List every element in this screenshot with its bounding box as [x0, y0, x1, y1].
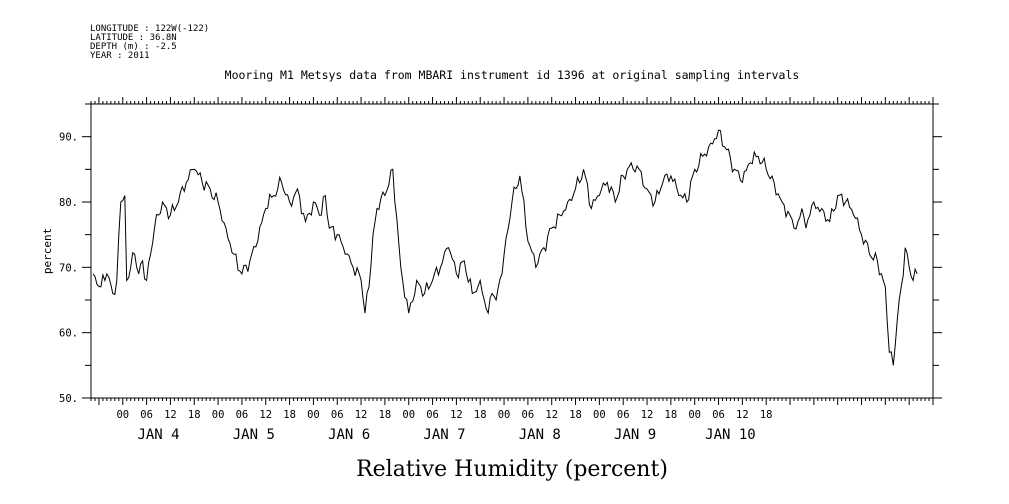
meta-year: YEAR : 2011 — [90, 51, 150, 61]
metadata-block: LONGITUDE : 122W(-122) LATITUDE : 36.8N … — [90, 24, 209, 61]
x-axis-label: Relative Humidity (percent) — [356, 457, 668, 482]
meta-depth: DEPTH (m) : -2.5 — [90, 42, 177, 52]
x-hour-label: 12 — [736, 409, 749, 421]
x-hour-label: 06 — [426, 409, 439, 421]
x-hour-label: 06 — [712, 409, 725, 421]
x-hour-label: 06 — [236, 409, 249, 421]
x-hour-label: 00 — [307, 409, 320, 421]
x-hour-label: 00 — [688, 409, 701, 421]
x-hour-label: 12 — [450, 409, 463, 421]
x-hour-label: 18 — [188, 409, 201, 421]
x-day-label: JAN 6 — [328, 427, 370, 443]
x-hour-label: 12 — [259, 409, 272, 421]
x-hour-label: 00 — [212, 409, 225, 421]
x-day-label: JAN 7 — [423, 427, 465, 443]
x-day-label: JAN 5 — [233, 427, 275, 443]
x-hour-label: 06 — [331, 409, 344, 421]
y-tick-label: 60. — [59, 328, 78, 340]
x-hour-label: 00 — [402, 409, 415, 421]
meta-latitude: LATITUDE : 36.8N — [90, 33, 177, 43]
x-hour-label: 00 — [498, 409, 511, 421]
y-tick-label: 80. — [59, 197, 78, 209]
plot-frame — [90, 103, 934, 399]
x-hour-label: 18 — [569, 409, 582, 421]
meta-longitude: LONGITUDE : 122W(-122) — [90, 24, 209, 34]
y-axis: 50. 60. 70. 80. 90. — [59, 103, 942, 405]
x-hour-label: 18 — [283, 409, 296, 421]
x-hour-label: 18 — [474, 409, 487, 421]
x-day-label: JAN 9 — [614, 427, 656, 443]
x-hour-label: 06 — [140, 409, 153, 421]
x-hour-label: 12 — [164, 409, 177, 421]
x-hour-label: 06 — [617, 409, 630, 421]
chart-title: Mooring M1 Metsys data from MBARI instru… — [225, 68, 800, 82]
humidity-series-line — [92, 129, 918, 366]
x-hour-label: 12 — [355, 409, 368, 421]
x-day-label: JAN 8 — [519, 427, 561, 443]
x-day-label: JAN 10 — [705, 427, 756, 443]
y-tick-label: 90. — [59, 132, 78, 144]
y-tick-label: 50. — [59, 393, 78, 405]
x-hour-label: 12 — [545, 409, 558, 421]
y-axis-label: percent — [41, 228, 54, 274]
x-hour-label: 06 — [522, 409, 535, 421]
y-tick-label: 70. — [59, 262, 78, 274]
x-hour-label: 18 — [760, 409, 773, 421]
x-axis: 00 06 12 18 JAN 4 00 06 12 18 JAN 5 00 06 12 18 JAN 6 0… — [90, 97, 934, 443]
x-day-label: JAN 4 — [137, 427, 179, 443]
x-hour-label: 18 — [379, 409, 392, 421]
x-hour-label: 00 — [116, 409, 129, 421]
x-hour-label: 12 — [641, 409, 654, 421]
x-hour-label: 00 — [593, 409, 606, 421]
x-hour-label: 18 — [665, 409, 678, 421]
